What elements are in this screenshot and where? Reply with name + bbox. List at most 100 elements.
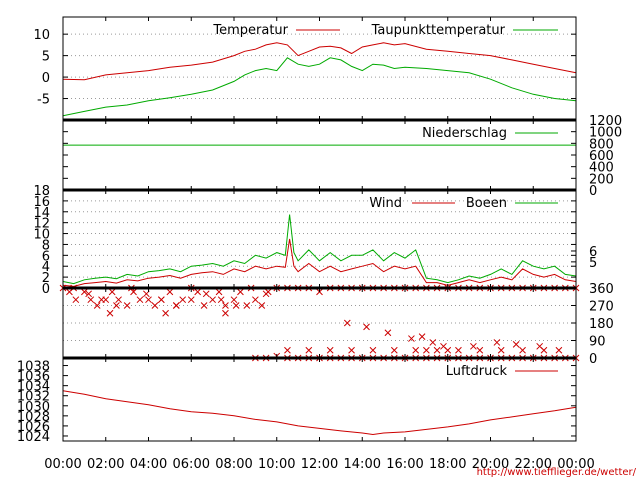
y2tick-label-precipitation-3: 600 [589, 149, 614, 164]
series-line-pressure-0 [62, 390, 577, 436]
winddir-point [423, 346, 430, 354]
ytick-label-temperature-3: 10 [33, 28, 50, 43]
winddir-point [215, 288, 223, 296]
ytick-label-temperature-1: 0 [42, 71, 50, 86]
y2tick-label-wind-0: 5 [589, 256, 597, 271]
winddir-point [493, 339, 501, 346]
winddir-point [470, 342, 477, 350]
winddir-point [157, 296, 165, 304]
xtick-label-7: 14:00 [344, 457, 381, 472]
winddir-point [252, 296, 259, 304]
xtick-label-4: 08:00 [215, 457, 252, 472]
xtick-label-6: 12:00 [301, 457, 338, 472]
xtick-label-9: 18:00 [429, 457, 466, 472]
ytick-label-wind-2: 4 [42, 260, 50, 275]
y2tick-label-wind-direction-3: 270 [589, 300, 614, 315]
ytick-label-pressure-7: 1038 [17, 360, 50, 375]
ytick-label-pressure-6: 1036 [17, 370, 50, 385]
winddir-point [262, 290, 270, 298]
ytick-label-wind-7: 14 [33, 206, 50, 221]
legend-label-temperature-0: Temperatur [212, 23, 288, 38]
y2tick-label-wind-direction-2: 180 [589, 317, 614, 332]
ytick-label-pressure-0: 1024 [17, 430, 50, 445]
ytick-label-wind-8: 16 [33, 195, 50, 210]
winddir-point [536, 342, 544, 350]
series-line-temperature-0 [62, 42, 577, 81]
xtick-label-5: 10:00 [258, 457, 295, 472]
winddir-point [93, 302, 101, 309]
y2tick-label-wind-1: 6 [589, 245, 597, 260]
series-line-temperature-1 [62, 57, 577, 117]
winddir-point [497, 346, 505, 354]
winddir-point [429, 339, 437, 346]
y2tick-label-precipitation-0: 0 [589, 184, 597, 199]
winddir-point [113, 302, 120, 309]
winddir-point [305, 346, 313, 354]
winddir-point [115, 296, 122, 304]
winddir-point [81, 288, 88, 296]
y2tick-label-precipitation-1: 200 [589, 172, 614, 187]
legend-label-wind-0: Wind [369, 196, 402, 211]
winddir-point [217, 296, 225, 304]
winddir-point [166, 288, 174, 296]
winddir-point [232, 302, 240, 309]
ytick-label-wind-9: 18 [33, 184, 50, 199]
winddir-point [258, 302, 266, 309]
winddir-point [187, 296, 195, 304]
winddir-point [412, 346, 420, 354]
winddir-point [209, 296, 216, 304]
y2tick-label-wind-direction-1: 90 [589, 335, 606, 350]
winddir-point [326, 346, 334, 354]
ytick-label-pressure-2: 1028 [17, 410, 50, 425]
winddir-point [284, 346, 291, 354]
series-line-wind-0 [62, 238, 577, 287]
y2tick-label-wind-direction-0: 0 [589, 352, 597, 367]
winddir-point [202, 290, 210, 298]
y2tick-label-wind-direction-4: 360 [589, 282, 614, 297]
xtick-label-3: 06:00 [173, 457, 210, 472]
credit-link[interactable]: http://www.tiefflieger.de/wetter/ [477, 467, 637, 478]
winddir-point [455, 346, 462, 354]
legend-label-pressure-0: Luftdruck [446, 364, 508, 379]
y2tick-label-precipitation-5: 1000 [589, 126, 622, 141]
ytick-label-wind-3: 6 [42, 249, 50, 264]
ytick-label-pressure-3: 1030 [17, 400, 50, 415]
winddir-point [130, 288, 137, 296]
legend-label-precipitation-0: Niederschlag [422, 126, 507, 141]
winddir-point [440, 342, 447, 350]
winddir-point [200, 302, 208, 309]
legend-label-wind-1: Boeen [466, 196, 507, 211]
winddir-point [519, 346, 526, 354]
winddir-point [222, 302, 229, 309]
xtick-label-10: 20:00 [472, 457, 509, 472]
winddir-point [418, 333, 426, 340]
winddir-point [108, 288, 116, 296]
winddir-point [243, 302, 251, 309]
xtick-label-0: 00:00 [44, 457, 81, 472]
winddir-point [348, 346, 355, 354]
winddir-point [476, 346, 484, 354]
winddir-point [555, 346, 563, 354]
winddir-point [237, 288, 244, 296]
ytick-label-wind-4: 8 [42, 238, 50, 253]
winddir-point [230, 296, 238, 304]
winddir-point [390, 346, 398, 354]
winddir-point [369, 346, 377, 354]
ytick-label-pressure-4: 1032 [17, 390, 50, 405]
winddir-point [433, 346, 441, 354]
ytick-label-pressure-1: 1026 [17, 420, 50, 435]
winddir-point [179, 296, 187, 304]
winddir-point [512, 341, 520, 348]
winddir-point [145, 296, 152, 304]
xtick-label-11: 22:00 [515, 457, 552, 472]
ytick-label-wind-5: 10 [33, 228, 50, 243]
winddir-point [172, 302, 180, 309]
ytick-label-pressure-5: 1034 [17, 380, 50, 395]
winddir-point [106, 309, 114, 317]
y2tick-label-precipitation-2: 400 [589, 161, 614, 176]
y2tick-label-precipitation-4: 800 [589, 137, 614, 152]
ytick-label-temperature-0: -5 [37, 93, 50, 108]
y2tick-label-precipitation-6: 1200 [589, 114, 622, 129]
winddir-point [136, 296, 144, 304]
xtick-label-12: 00:00 [557, 457, 594, 472]
